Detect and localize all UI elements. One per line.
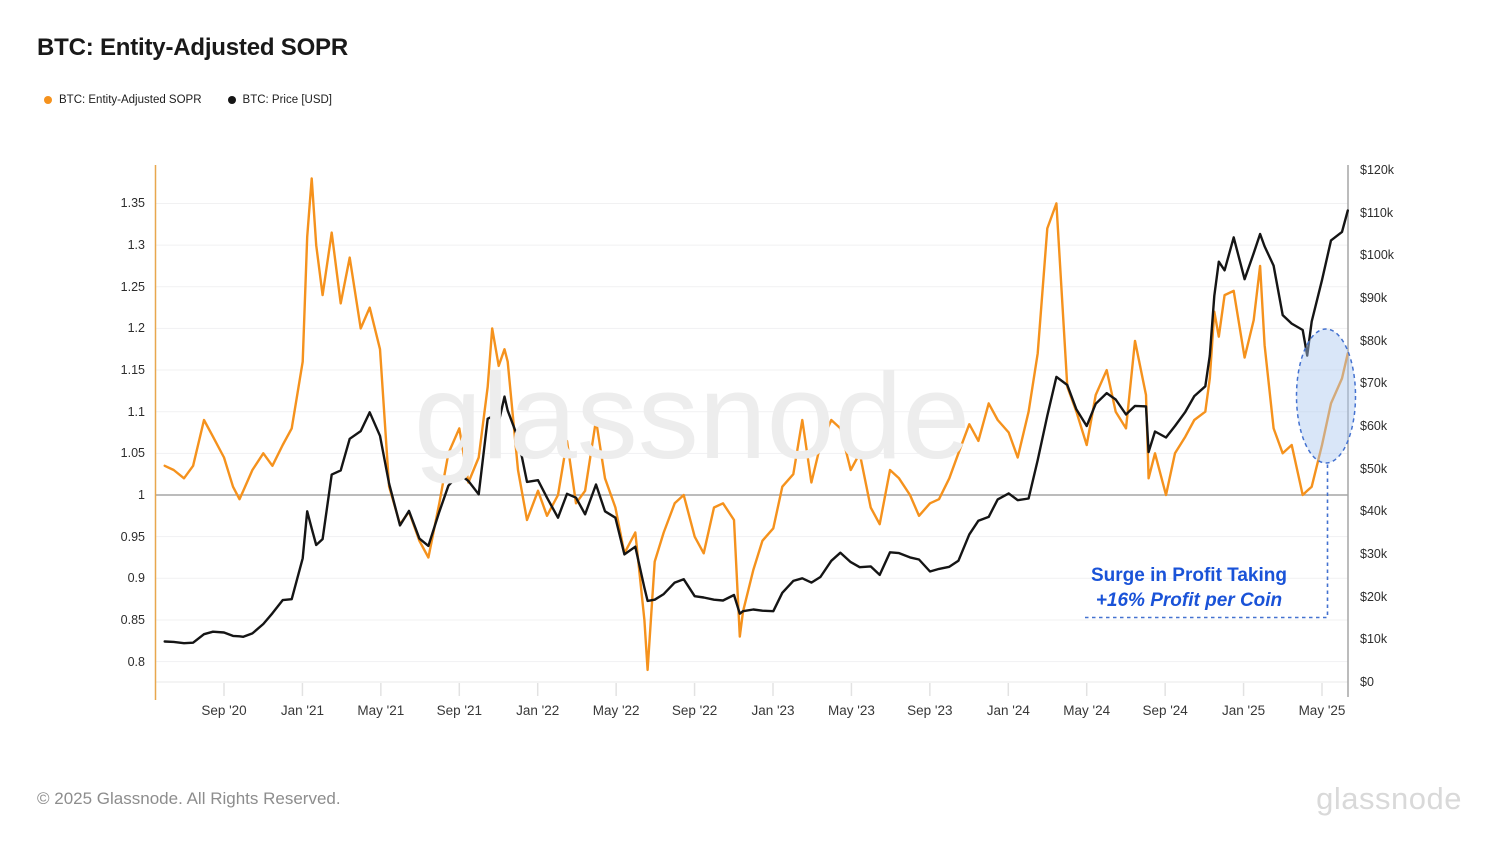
left-axis-tick-label: 1.2 bbox=[127, 321, 145, 336]
left-axis-tick-label: 1.25 bbox=[120, 279, 145, 294]
left-axis-tick-label: 0.9 bbox=[127, 571, 145, 586]
right-axis-tick-label: $110k bbox=[1360, 205, 1394, 220]
page-title: BTC: Entity-Adjusted SOPR bbox=[37, 34, 348, 61]
chart-legend: BTC: Entity-Adjusted SOPR BTC: Price [US… bbox=[44, 94, 332, 106]
x-axis-label: May '21 bbox=[357, 703, 405, 718]
sopr-series-dot-icon bbox=[44, 96, 52, 104]
left-axis-tick-label: 1 bbox=[138, 488, 145, 502]
legend-item-price[interactable]: BTC: Price [USD] bbox=[227, 94, 332, 106]
x-axis-label: Jan '21 bbox=[280, 703, 324, 718]
right-axis-tick-label: $60k bbox=[1360, 419, 1388, 433]
legend-label-sopr: BTC: Entity-Adjusted SOPR bbox=[59, 94, 202, 106]
left-axis-tick-label: 0.8 bbox=[127, 654, 145, 669]
x-axis-label: Sep '21 bbox=[436, 703, 482, 718]
glassnode-logo: glassnode bbox=[1316, 781, 1462, 816]
x-axis-label: May '22 bbox=[592, 703, 640, 718]
right-axis-tick-label: $20k bbox=[1360, 589, 1388, 604]
x-axis-label: Sep '20 bbox=[201, 703, 247, 718]
right-axis-tick-label: $100k bbox=[1360, 248, 1395, 263]
x-axis-label: Sep '22 bbox=[671, 703, 718, 718]
x-axis-label: Sep '23 bbox=[907, 703, 953, 718]
left-axis-tick-label: 1.15 bbox=[120, 363, 145, 378]
right-axis-tick-label: $10k bbox=[1360, 632, 1388, 647]
x-axis-label: May '25 bbox=[1298, 703, 1346, 718]
left-axis-tick-label: 0.95 bbox=[120, 529, 145, 544]
left-axis-tick-label: 0.85 bbox=[120, 612, 145, 627]
x-axis-label: Jan '24 bbox=[986, 703, 1030, 718]
right-axis-tick-label: $80k bbox=[1360, 333, 1388, 348]
price-line bbox=[163, 209, 1350, 645]
sopr-line bbox=[163, 177, 1350, 672]
annotation-dashed-connector bbox=[1085, 462, 1329, 619]
annotation-title: Surge in Profit Taking bbox=[1091, 565, 1287, 586]
right-axis-tick-label: $70k bbox=[1360, 376, 1388, 391]
copyright-text: © 2025 Glassnode. All Rights Reserved. bbox=[37, 789, 341, 808]
right-axis-tick-label: $40k bbox=[1360, 504, 1388, 519]
right-axis-tick-label: $50k bbox=[1360, 461, 1388, 476]
left-axis-tick-label: 1.35 bbox=[120, 196, 145, 211]
price-series-dot-icon bbox=[227, 96, 236, 104]
legend-item-sopr[interactable]: BTC: Entity-Adjusted SOPR bbox=[44, 94, 202, 106]
right-axis-tick-label: $120k bbox=[1360, 163, 1395, 177]
right-axis-tick-label: $30k bbox=[1360, 547, 1388, 561]
right-axis-tick-label: $0 bbox=[1360, 675, 1374, 689]
x-axis-label: Sep '24 bbox=[1142, 703, 1188, 718]
x-axis-label: Jan '22 bbox=[516, 703, 560, 718]
surge-highlight-ellipse bbox=[1295, 328, 1357, 464]
x-axis-label: May '24 bbox=[1063, 703, 1111, 718]
glassnode-watermark: glassnode bbox=[414, 348, 971, 484]
x-axis-label: Jan '23 bbox=[751, 703, 795, 718]
left-axis-tick-label: 1.1 bbox=[127, 404, 145, 419]
x-axis-label: May '23 bbox=[827, 703, 875, 718]
x-axis-label: Jan '25 bbox=[1222, 703, 1266, 718]
legend-label-price: BTC: Price [USD] bbox=[242, 94, 332, 106]
left-axis-tick-label: 1.3 bbox=[127, 238, 145, 253]
left-axis-tick-label: 1.05 bbox=[120, 446, 145, 461]
right-axis-tick-label: $90k bbox=[1360, 291, 1388, 305]
annotation-subtitle: +16% Profit per Coin bbox=[1095, 590, 1283, 611]
annotation-callout: Surge in Profit Taking +16% Profit per C… bbox=[1080, 565, 1298, 612]
